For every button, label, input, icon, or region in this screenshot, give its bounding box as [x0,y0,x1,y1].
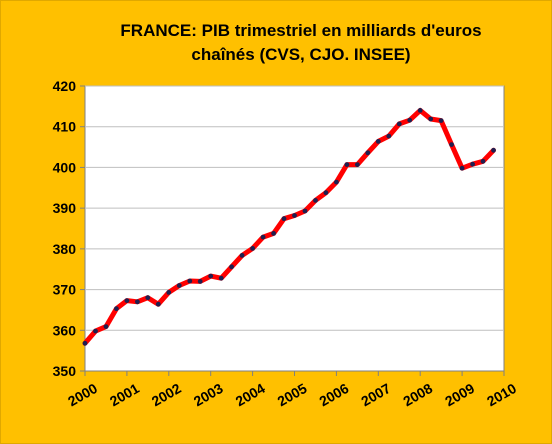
data-point-5 [135,299,140,305]
data-point-32 [417,108,423,113]
data-point-12 [208,273,214,279]
data-point-27 [365,150,371,156]
data-point-37 [470,161,475,167]
data-point-26 [355,162,360,168]
y-tick-label-360: 360 [53,322,77,338]
data-point-22 [313,198,318,203]
data-point-11 [197,279,203,284]
data-point-9 [176,283,182,288]
y-tick-label-410: 410 [53,119,77,135]
data-point-7 [155,301,161,307]
data-point-18 [271,231,276,236]
data-point-35 [449,142,454,148]
y-tick-label-380: 380 [53,241,77,257]
data-point-1 [93,328,98,334]
series-line [82,107,496,346]
data-point-30 [396,121,402,127]
data-point-8 [166,290,172,295]
data-point-6 [145,295,151,301]
x-tick-label-2009: 2009 [442,380,477,410]
x-tick-label-2005: 2005 [275,380,310,410]
data-point-2 [103,324,109,329]
data-point-34 [438,118,444,123]
data-point-38 [480,158,486,164]
data-point-0 [82,340,88,346]
data-point-24 [334,179,339,185]
chart-title: FRANCE: PIB trimestriel en milliards d'e… [61,19,541,67]
x-tick-label-2003: 2003 [191,380,226,410]
data-point-39 [491,147,496,153]
data-point-10 [187,278,193,284]
x-tick-label-2000: 2000 [65,380,100,410]
data-point-16 [250,246,256,251]
data-point-4 [124,298,130,303]
data-point-17 [260,234,266,240]
data-point-14 [229,264,235,270]
x-tick-label-2008: 2008 [400,380,435,410]
data-point-28 [375,139,381,144]
y-tick-label-420: 420 [53,78,77,94]
y-tick-label-350: 350 [53,363,77,379]
y-tick-label-390: 390 [53,200,77,216]
data-point-36 [459,165,465,171]
data-point-31 [407,117,413,123]
data-point-33 [428,116,434,122]
data-point-15 [239,253,245,258]
x-tick-label-2010: 2010 [484,380,519,410]
plot-area [84,85,505,372]
data-point-19 [281,216,287,222]
y-tick-label-370: 370 [53,282,77,298]
data-point-20 [292,213,297,218]
y-tick-label-400: 400 [53,159,77,175]
data-point-23 [323,190,329,196]
x-tick-label-2004: 2004 [233,380,268,410]
data-point-3 [114,306,119,312]
data-point-13 [218,275,224,281]
data-point-21 [302,208,308,214]
x-tick-label-2007: 2007 [358,380,393,410]
x-tick-label-2006: 2006 [316,380,351,410]
chart-title-line-1: FRANCE: PIB trimestriel en milliards d'e… [120,21,482,40]
x-tick-label-2001: 2001 [107,380,142,410]
data-point-29 [386,133,392,139]
data-point-25 [344,162,350,168]
chart-title-line-2: chaînés (CVS, CJO. INSEE) [191,45,411,64]
x-tick-label-2002: 2002 [149,380,184,410]
